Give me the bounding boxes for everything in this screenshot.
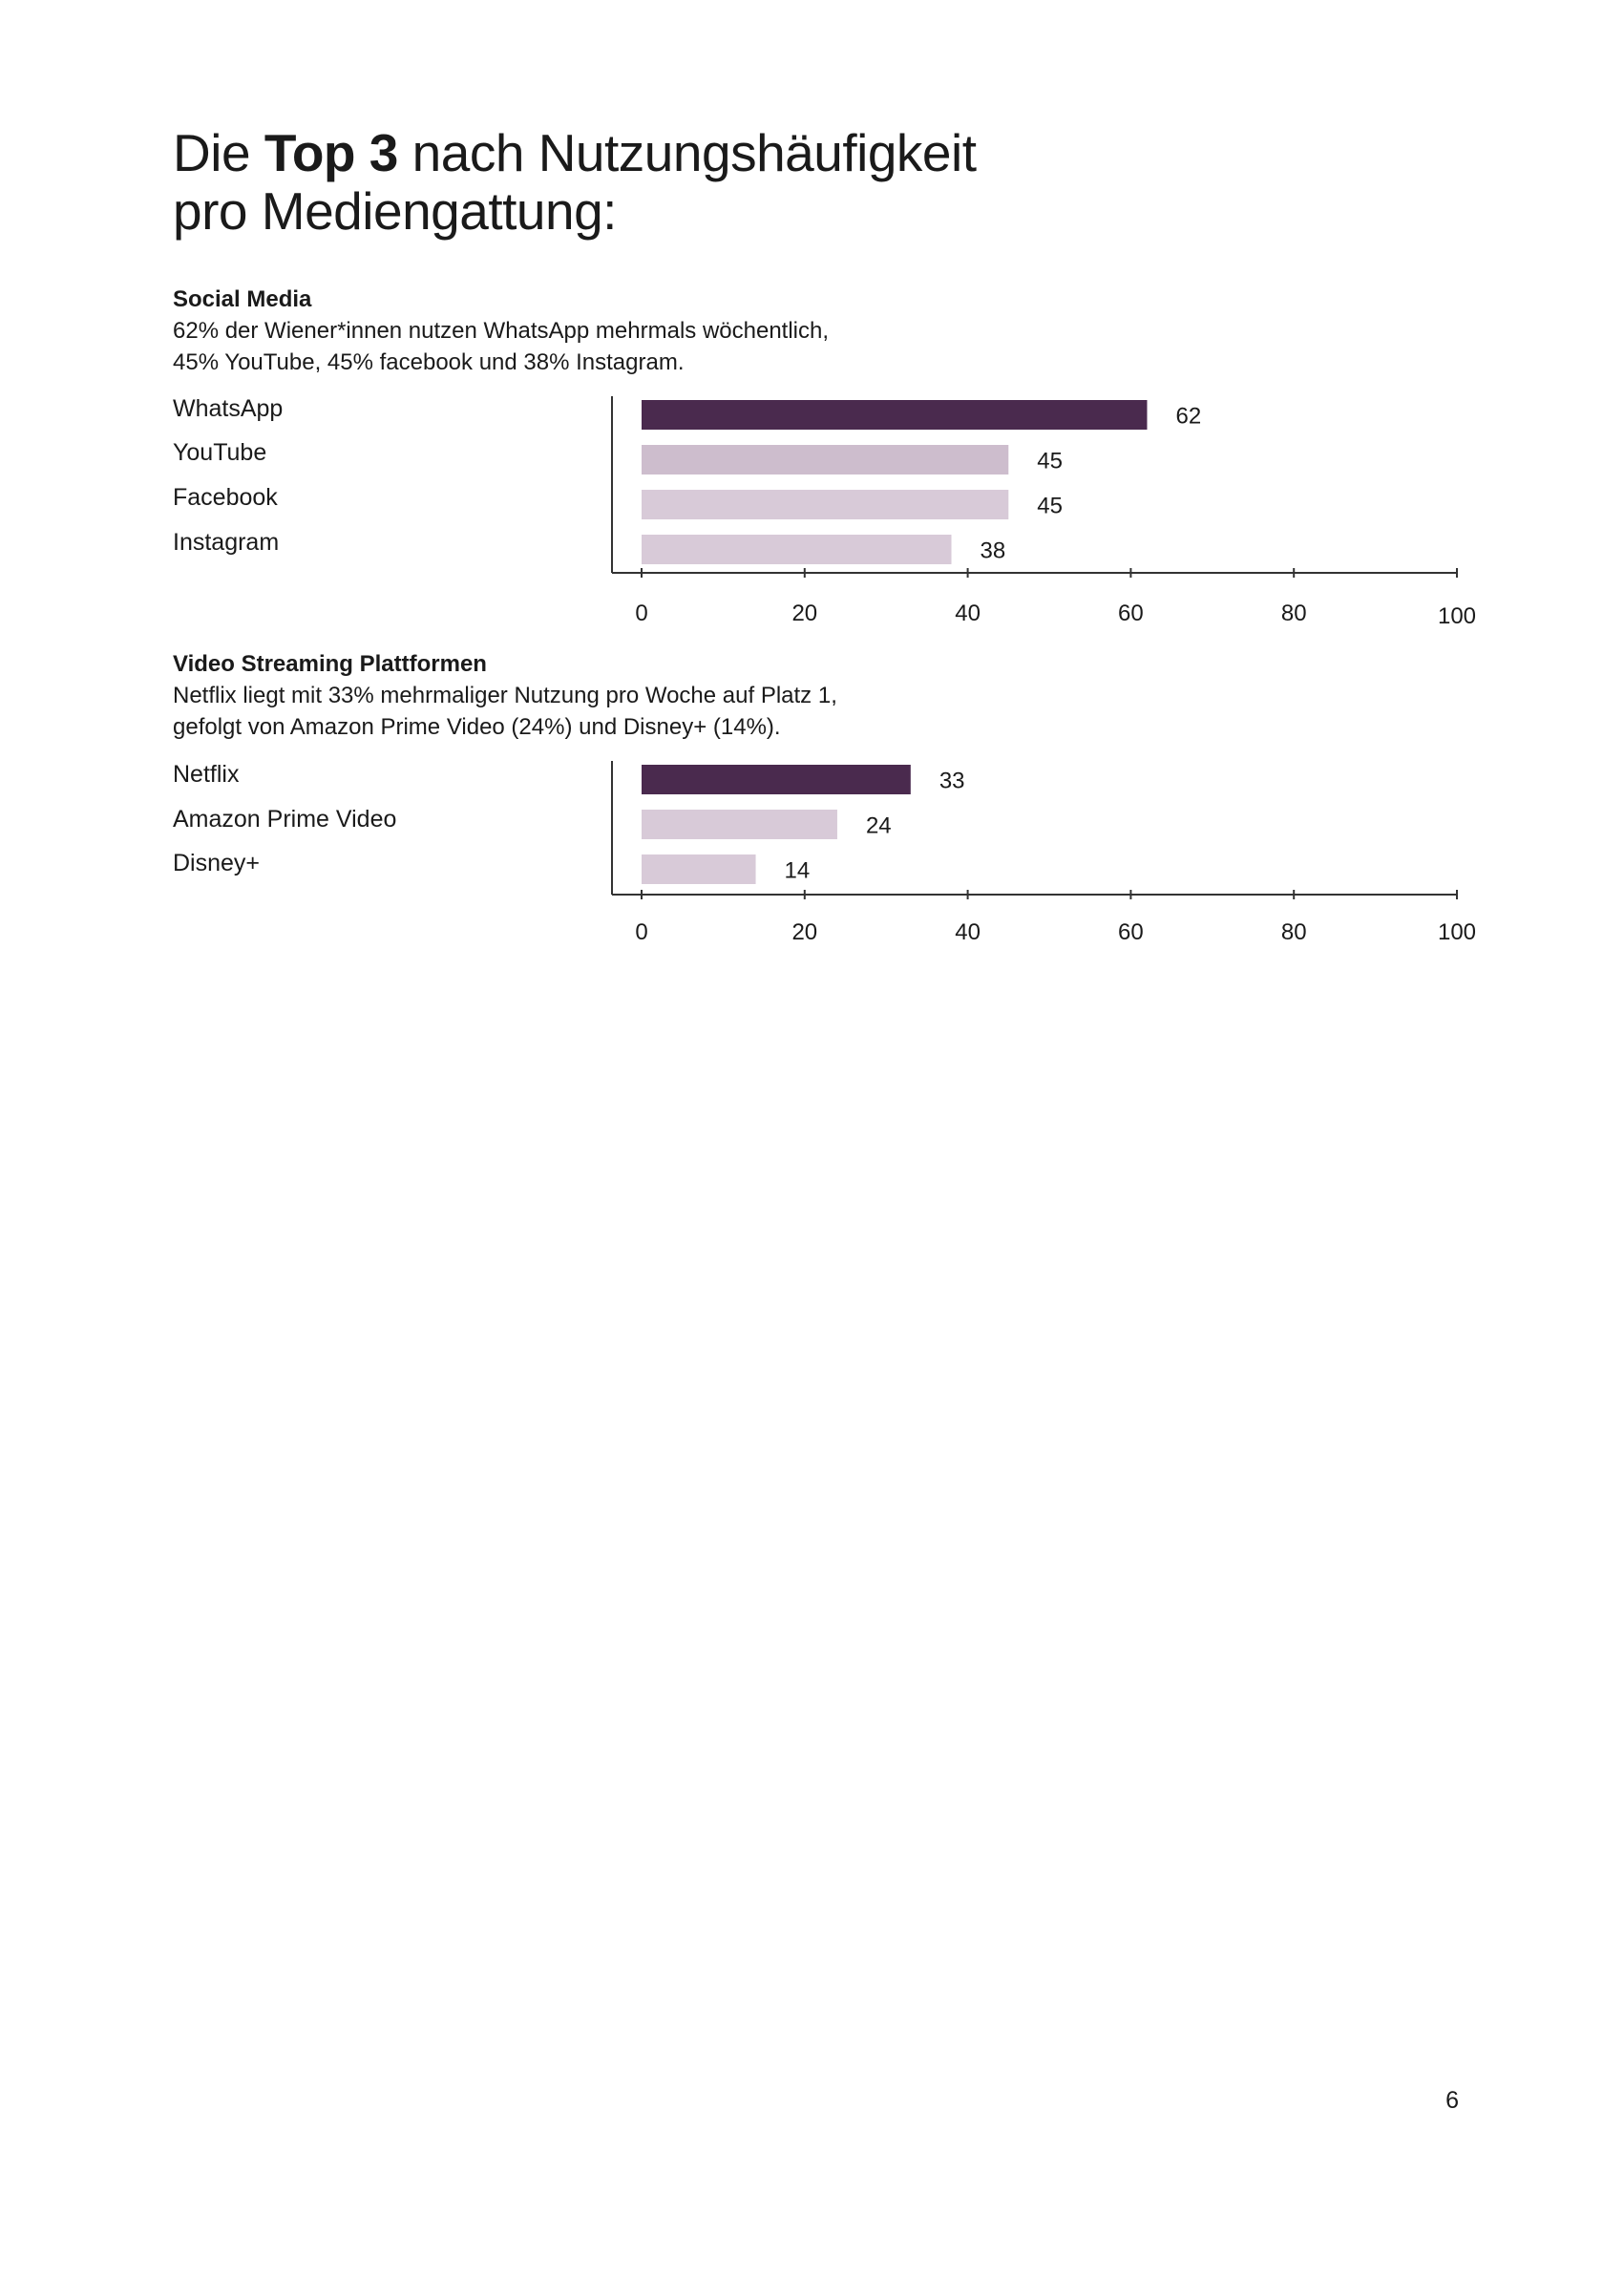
- bar-value-label: 14: [785, 858, 811, 884]
- category-label: Disney+: [173, 850, 261, 876]
- bar-disney-: [642, 854, 756, 884]
- category-label: WhatsApp: [173, 395, 284, 422]
- bar-value-label: 33: [939, 769, 965, 794]
- section-heading-social-media: Social Media: [173, 286, 312, 312]
- category-label: YouTube: [173, 439, 267, 466]
- title-suffix: nach Nutzungshäufigkeit: [397, 123, 977, 182]
- bar-facebook: [642, 490, 1009, 519]
- bar-value-label: 45: [1037, 449, 1063, 475]
- title-bold: Top 3: [264, 123, 399, 182]
- x-tick-label: 100: [1438, 919, 1476, 945]
- x-tick-label: 60: [1118, 601, 1144, 626]
- bar-value-label: 24: [866, 813, 892, 839]
- section-heading-video-streaming: Video Streaming Plattformen: [173, 651, 487, 677]
- x-tick-label: 20: [791, 919, 817, 945]
- page-number: 6: [1445, 2087, 1459, 2114]
- title-line2: pro Mediengattung:: [173, 181, 617, 241]
- bar-instagram: [642, 535, 952, 564]
- chart-video-streaming: 33 24 14 0 20 40 60 80 100: [611, 761, 1476, 945]
- section-description-line2: gefolgt von Amazon Prime Video (24%) und…: [173, 714, 781, 740]
- bar-value-label: 38: [981, 538, 1006, 564]
- chart-social-media: 62 45 45 38 0 20 40 60 80 100: [611, 396, 1476, 629]
- category-label: Netflix: [173, 761, 240, 788]
- x-tick-label: 60: [1118, 919, 1144, 945]
- category-label: Facebook: [173, 484, 278, 511]
- section-description-line2: 45% YouTube, 45% facebook und 38% Instag…: [173, 349, 685, 375]
- x-tick-label: 80: [1281, 601, 1307, 626]
- bar-netflix: [642, 765, 911, 794]
- category-label: Amazon Prime Video: [173, 806, 397, 833]
- x-tick-label: 0: [635, 919, 647, 945]
- x-tick-label: 40: [955, 601, 981, 626]
- bar-value-label: 62: [1175, 404, 1201, 430]
- bar-value-label: 45: [1037, 494, 1063, 519]
- title-prefix: Die: [173, 123, 264, 182]
- bar-youtube: [642, 445, 1009, 475]
- x-tick-label: 20: [791, 601, 817, 626]
- x-tick-label: 40: [955, 919, 981, 945]
- x-tick-label: 80: [1281, 919, 1307, 945]
- page-title: Die Top 3 nach Nutzungshäufigkeit pro Med…: [173, 124, 977, 241]
- category-label: Instagram: [173, 529, 280, 556]
- section-description-line1: 62% der Wiener*innen nutzen WhatsApp meh…: [173, 318, 830, 344]
- section-description-line1: Netflix liegt mit 33% mehrmaliger Nutzun…: [173, 683, 837, 708]
- x-tick-label: 100: [1438, 603, 1476, 629]
- bar-whatsapp: [642, 400, 1148, 430]
- x-tick-label: 0: [635, 601, 647, 626]
- bar-amazon-prime-video: [642, 810, 837, 839]
